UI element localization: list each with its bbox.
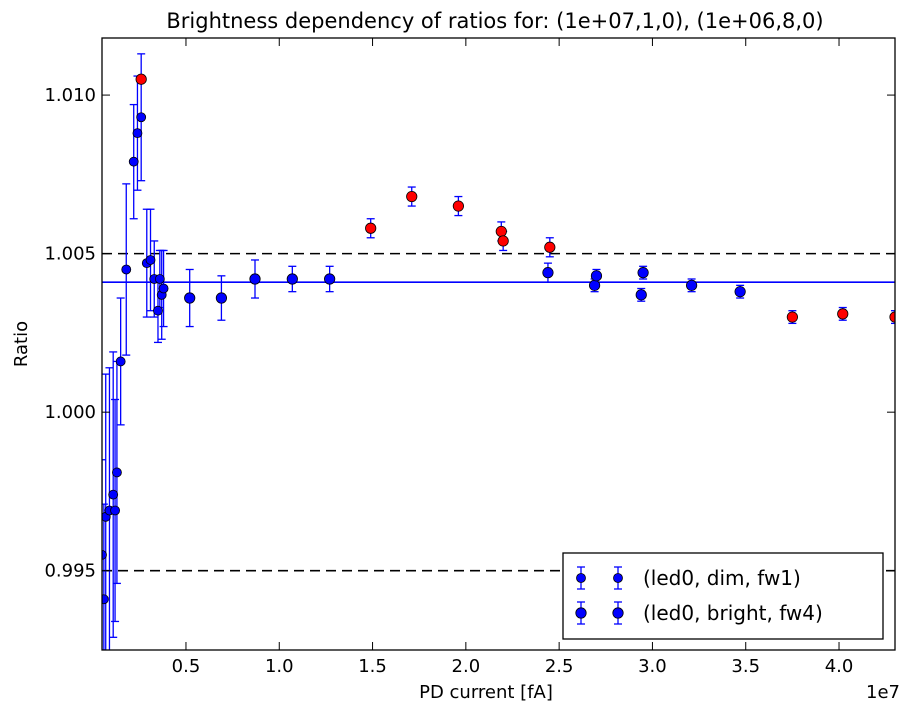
legend-marker: [576, 573, 586, 583]
data-point-series-2: [406, 190, 418, 203]
data-point-series-1: [324, 273, 336, 285]
data-point-series-2: [452, 200, 464, 212]
y-tick-label: 1.010: [44, 85, 96, 106]
data-point-series-1: [637, 267, 649, 279]
x-tick-label: 3.0: [638, 656, 667, 677]
data-point-series-2: [135, 73, 147, 85]
data-point-series-0: [115, 356, 126, 367]
legend: (led0, dim, fw1) (led0, bright, fw4): [562, 552, 884, 640]
x-tick-label: 1.5: [358, 656, 387, 677]
data-point-series-0: [110, 505, 120, 516]
data-point-series-1: [635, 289, 647, 301]
plot-area: 0.5 1.0 1.5 2.0 2.5 3.0 3.5 4.0 0.995 1.000 1.005 1…: [44, 37, 896, 677]
data-point-series-1: [686, 279, 698, 291]
data-point-series-0: [108, 489, 119, 500]
x-tick-label: 1.0: [265, 656, 294, 677]
x-axis-offset-label: 1e7: [866, 682, 900, 703]
legend-label: (led0, dim, fw1): [643, 566, 801, 590]
data-point-series-1: [590, 270, 603, 282]
data-point-series-1: [249, 273, 261, 285]
data-point-series-1: [734, 286, 746, 298]
data-point-series-0: [145, 255, 156, 265]
data-point-series-0: [128, 156, 139, 167]
data-point-series-2: [786, 311, 798, 323]
data-point-series-2: [837, 308, 849, 320]
legend-label: (led0, bright, fw4): [643, 601, 823, 625]
data-point-series-2: [365, 222, 377, 234]
data-point-series-0: [136, 112, 147, 123]
data-point-series-1: [588, 279, 601, 291]
y-axis-label: Ratio: [11, 321, 32, 367]
data-point-series-0: [102, 549, 107, 560]
data-point-series-0: [121, 264, 132, 275]
y-tick-label: 1.005: [44, 244, 96, 265]
data-point-series-0: [112, 467, 122, 478]
data-point-series-1: [184, 292, 196, 304]
data-point-series-2: [544, 241, 556, 253]
x-tick-label: 2.0: [452, 656, 481, 677]
data-point-series-0: [102, 594, 109, 605]
x-axis-label: PD current [fA]: [419, 682, 553, 703]
axes-frame: [101, 37, 896, 651]
legend-marker: [575, 607, 587, 619]
legend-marker: [612, 607, 624, 619]
x-tick-label: 2.5: [545, 656, 574, 677]
data-point-series-1: [286, 273, 298, 285]
data-point-series-0: [153, 305, 163, 316]
x-tick-label: 0.5: [172, 656, 201, 677]
y-tick-label: 0.995: [44, 561, 96, 582]
data-point-series-1: [542, 267, 554, 279]
data-point-series-2: [495, 225, 507, 238]
x-tick-label: 3.5: [731, 656, 760, 677]
data-point-series-0: [154, 274, 165, 284]
legend-marker: [613, 573, 623, 583]
chart-title: Brightness dependency of ratios for: (1e…: [166, 9, 823, 33]
y-tick-label: 1.000: [44, 402, 96, 423]
x-tick-label: 4.0: [825, 656, 854, 677]
data-point-series-2: [497, 235, 509, 247]
plot-inner: [102, 53, 895, 650]
data-point-series-0: [158, 283, 169, 294]
data-point-series-0: [132, 128, 143, 139]
data-point-series-1: [215, 292, 228, 304]
